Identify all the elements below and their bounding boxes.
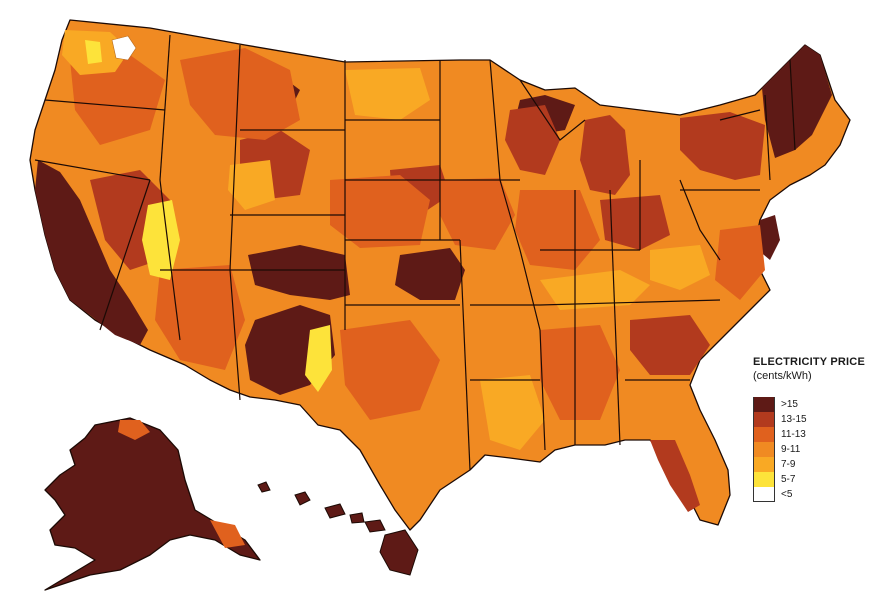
alaska — [44, 417, 261, 591]
price-zone-under-5 — [111, 35, 137, 61]
price-zones-11-13 — [70, 48, 765, 420]
legend-swatch — [753, 487, 775, 502]
legend-swatch — [753, 397, 775, 412]
legend-title: ELECTRICITY PRICE — [753, 356, 865, 368]
legend-label: 13-15 — [781, 414, 807, 425]
legend-swatch — [753, 427, 775, 442]
legend-item: <5 — [753, 487, 869, 502]
price-zones-over-15 — [35, 45, 832, 395]
legend-swatch — [753, 412, 775, 427]
legend-swatch — [753, 442, 775, 457]
legend-item: >15 — [753, 397, 869, 412]
legend-item: 7-9 — [753, 457, 869, 472]
legend-label: 5-7 — [781, 474, 796, 485]
legend-label: >15 — [781, 399, 798, 410]
hawaii — [257, 481, 419, 576]
alaska-patch — [210, 520, 245, 548]
legend-swatch — [753, 457, 775, 472]
legend-unit: (cents/kWh) — [753, 370, 812, 382]
legend-item: 11-13 — [753, 427, 869, 442]
legend: ELECTRICITY PRICE (cents/kWh) >15 13-15 … — [753, 356, 869, 502]
state-boundaries — [34, 34, 796, 471]
legend-label: <5 — [781, 489, 793, 500]
legend-item: 5-7 — [753, 472, 869, 487]
alaska-patch — [118, 420, 150, 440]
legend-label: 7-9 — [781, 459, 796, 470]
legend-label: 11-13 — [781, 429, 806, 440]
legend-item: 13-15 — [753, 412, 869, 427]
legend-label: 9-11 — [781, 444, 801, 455]
legend-swatch — [753, 472, 775, 487]
legend-item: 9-11 — [753, 442, 869, 457]
